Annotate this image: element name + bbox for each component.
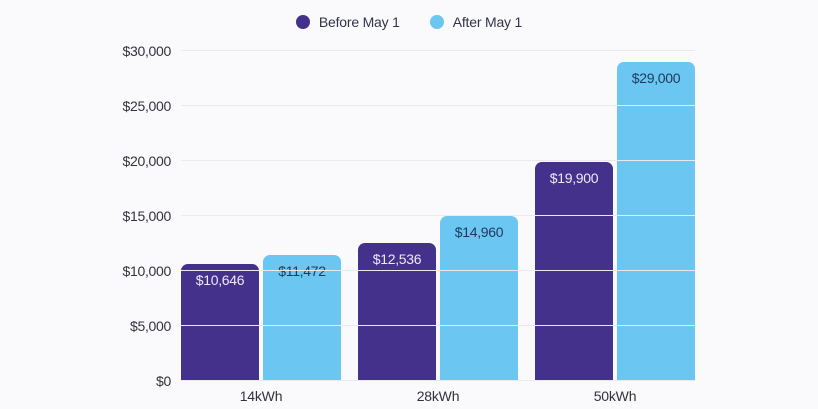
plot-area: $10,646 $11,472 14kWh $12,536 $14,960 28kWh $1… [122,43,695,404]
y-axis-label: $25,000 [122,98,171,114]
gridline [181,270,695,271]
gridline [181,380,695,381]
legend-swatch-icon [429,15,444,29]
bar-value-label: $12,536 [372,251,422,268]
bar-group-50kWh: $19,900 $29,000 50kWh [535,51,695,404]
gridline [181,215,695,216]
bar-groups: $10,646 $11,472 14kWh $12,536 $14,960 28kWh $1… [181,51,695,404]
gridline [181,325,695,326]
legend-label: Before May 1 [318,14,400,30]
bar-value-label: $19,900 [549,170,599,187]
bar-50kWh-after-may-1: $29,000 [617,62,695,381]
legend-label: After May 1 [452,14,523,30]
legend-item-1: After May 1 [429,14,523,30]
bar-28kWh-after-may-1: $14,960 [440,216,518,381]
x-axis-label: 14kWh [239,388,283,404]
legend-swatch-icon [295,15,310,29]
bar-group-28kWh: $12,536 $14,960 28kWh [358,51,518,404]
x-axis-label: 28kWh [416,388,460,404]
bar-14kWh-after-may-1: $11,472 [263,254,341,381]
y-axis-label: $30,000 [122,43,171,59]
bar-14kWh-before-may-1: $10,646 [181,263,259,381]
chart-legend: Before May 1 After May 1 [0,14,818,30]
bar-50kWh-before-may-1: $19,900 [535,162,613,381]
gridline [181,105,695,106]
y-axis-label: $10,000 [122,263,171,279]
bar-value-label: $14,960 [454,224,504,241]
bar-group-14kWh: $10,646 $11,472 14kWh [181,51,341,404]
y-axis-label: $0 [156,373,171,389]
bar-value-label: $29,000 [631,70,681,86]
bar-28kWh-before-may-1: $12,536 [358,243,436,381]
gridline [181,50,695,51]
y-axis-label: $20,000 [122,153,171,169]
y-axis-label: $5,000 [129,318,171,334]
y-axis-label: $15,000 [122,208,171,224]
legend-item-0: Before May 1 [295,14,400,30]
bar-value-label: $10,646 [195,271,245,288]
gridline [181,160,695,161]
x-axis-label: 50kWh [593,388,637,404]
